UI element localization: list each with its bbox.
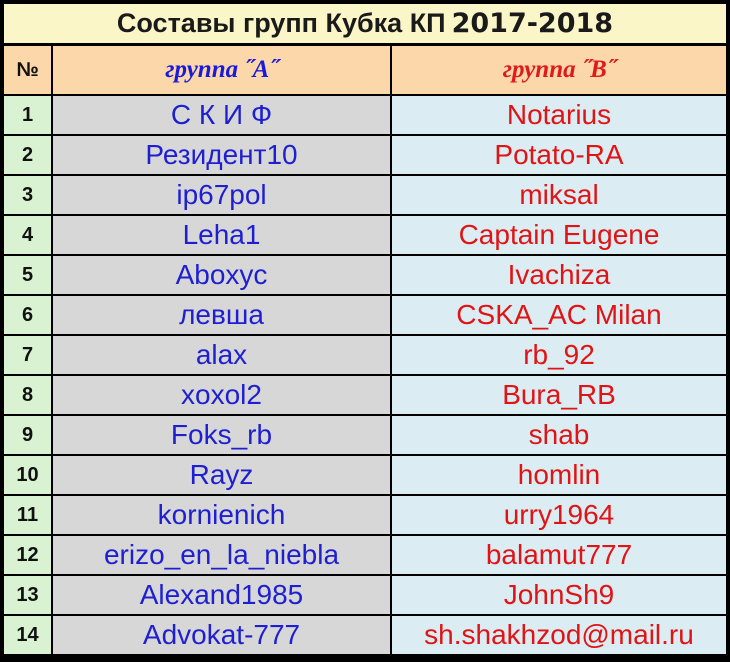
group-a-player: Foks_rb [53, 416, 392, 456]
group-b-player: miksal [392, 176, 726, 216]
group-a-player: Rayz [53, 456, 392, 496]
group-b-player: Captain Eugene [392, 216, 726, 256]
header-number: № [4, 46, 53, 96]
row-number: 5 [4, 256, 53, 296]
table-row: 2 Резидент10 Potato-RA [4, 136, 726, 176]
row-number: 8 [4, 376, 53, 416]
group-b-player: JohnSh9 [392, 576, 726, 616]
row-number: 10 [4, 456, 53, 496]
group-a-player: Alexand1985 [53, 576, 392, 616]
table-row: 12 erizo_en_la_niebla balamut777 [4, 536, 726, 576]
group-b-player: Ivachiza [392, 256, 726, 296]
group-a-player: ip67pol [53, 176, 392, 216]
row-number: 9 [4, 416, 53, 456]
table-row: 7 alax rb_92 [4, 336, 726, 376]
row-number: 11 [4, 496, 53, 536]
table-row: 9 Foks_rb shab [4, 416, 726, 456]
group-a-player: Advokat-777 [53, 616, 392, 656]
table-row: 11 kornienich urry1964 [4, 496, 726, 536]
row-number: 13 [4, 576, 53, 616]
group-b-player: urry1964 [392, 496, 726, 536]
group-a-player: erizo_en_la_niebla [53, 536, 392, 576]
group-a-player: С К И Ф [53, 96, 392, 136]
row-number: 4 [4, 216, 53, 256]
page-title: Составы групп Кубка КП 2017-2018 [4, 4, 726, 43]
group-b-player: rb_92 [392, 336, 726, 376]
row-number: 12 [4, 536, 53, 576]
table-row: 14 Advokat-777 sh.shakhzod@mail.ru [4, 616, 726, 656]
title-text: Составы групп Кубка КП [116, 8, 446, 38]
group-b-player: Bura_RB [392, 376, 726, 416]
group-a-player: Leha1 [53, 216, 392, 256]
group-b-player: balamut777 [392, 536, 726, 576]
table-row: 13 Alexand1985 JohnSh9 [4, 576, 726, 616]
table-row: 3 ip67pol miksal [4, 176, 726, 216]
table-row: 4 Leha1 Captain Eugene [4, 216, 726, 256]
title-year: 2017-2018 [451, 8, 614, 39]
group-a-player: kornienich [53, 496, 392, 536]
group-b-player: homlin [392, 456, 726, 496]
group-a-player: левша [53, 296, 392, 336]
row-number: 1 [4, 96, 53, 136]
group-a-player: Резидент10 [53, 136, 392, 176]
header-group-a: группа ˝A˝ [53, 46, 392, 96]
table-row: 10 Rayz homlin [4, 456, 726, 496]
row-number: 7 [4, 336, 53, 376]
group-b-player: shab [392, 416, 726, 456]
row-number: 6 [4, 296, 53, 336]
table-row: 8 xoxol2 Bura_RB [4, 376, 726, 416]
table-header-row: № группа ˝A˝ группа ˝B˝ [4, 46, 726, 96]
row-number: 2 [4, 136, 53, 176]
group-b-player: Potato-RA [392, 136, 726, 176]
group-b-player: Notarius [392, 96, 726, 136]
header-group-b: группа ˝B˝ [392, 46, 726, 96]
group-b-player: CSKA_AC Milan [392, 296, 726, 336]
group-a-player: Aboxyc [53, 256, 392, 296]
group-b-player: sh.shakhzod@mail.ru [392, 616, 726, 656]
row-number: 14 [4, 616, 53, 656]
group-a-player: alax [53, 336, 392, 376]
table-row: 5 Aboxyc Ivachiza [4, 256, 726, 296]
group-a-player: xoxol2 [53, 376, 392, 416]
row-number: 3 [4, 176, 53, 216]
table-row: 6 левша CSKA_AC Milan [4, 296, 726, 336]
